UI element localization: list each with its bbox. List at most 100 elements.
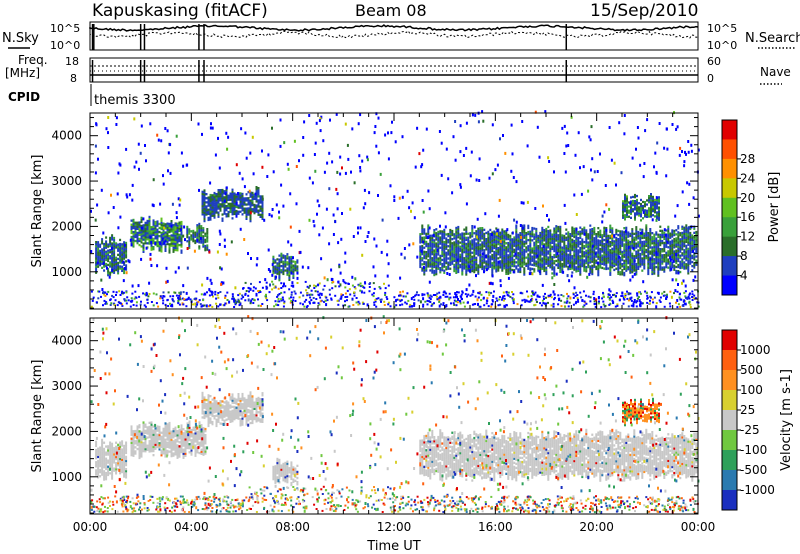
range-cell — [591, 272, 594, 276]
range-cell — [537, 267, 540, 270]
range-cell — [105, 262, 108, 266]
range-cell — [515, 236, 518, 239]
near-range-cell — [162, 302, 165, 305]
range-cell — [653, 241, 656, 245]
range-cell — [192, 237, 195, 241]
range-cell — [469, 252, 472, 255]
near-range-cell — [491, 300, 494, 303]
range-cell — [221, 201, 224, 204]
range-cell — [549, 249, 552, 253]
range-cell — [677, 257, 680, 261]
range-cell — [439, 242, 442, 245]
range-cell — [531, 267, 534, 271]
range-cell — [665, 262, 668, 265]
range-cell — [111, 234, 114, 237]
range-cell — [144, 229, 147, 233]
range-cell — [647, 266, 650, 269]
range-cell — [150, 232, 153, 235]
range-cell — [501, 238, 504, 241]
range-cell — [657, 264, 660, 267]
range-cell — [599, 264, 602, 267]
range-cell — [627, 249, 630, 253]
near-range-cell — [179, 298, 182, 301]
range-cell — [245, 217, 248, 220]
range-cell — [251, 199, 254, 203]
range-cell — [507, 254, 510, 257]
scatter-cell — [177, 299, 180, 303]
range-cell — [517, 233, 520, 236]
scatter-cell — [422, 297, 425, 301]
scatter-cell — [142, 217, 145, 221]
range-cell — [483, 267, 486, 270]
scatter-cell — [676, 299, 679, 302]
range-cell — [429, 236, 432, 239]
range-cell — [237, 212, 240, 215]
range-cell — [463, 257, 466, 260]
near-range-cell — [140, 300, 142, 303]
range-cell — [217, 197, 220, 200]
range-cell — [423, 242, 426, 245]
scatter-cell — [403, 247, 406, 250]
range-cell — [621, 242, 624, 245]
range-cell — [519, 240, 522, 243]
range-cell — [665, 253, 668, 257]
scatter-cell — [632, 302, 635, 306]
range-cell — [515, 265, 518, 268]
range-cell — [138, 239, 141, 243]
range-cell — [97, 249, 100, 252]
range-cell — [443, 261, 446, 264]
range-cell — [421, 224, 424, 227]
range-cell — [573, 227, 576, 230]
scatter-cell — [623, 132, 626, 136]
range-cell — [687, 237, 690, 240]
range-cell — [206, 236, 209, 239]
near-range-cell — [224, 294, 227, 297]
range-cell — [495, 255, 498, 259]
range-cell — [499, 256, 502, 259]
range-cell — [192, 233, 195, 237]
range-cell — [573, 239, 576, 243]
range-cell — [533, 264, 536, 267]
range-cell — [213, 198, 216, 201]
range-cell — [152, 223, 155, 226]
scatter-cell — [225, 252, 228, 256]
range-cell — [569, 247, 572, 250]
range-cell — [545, 248, 548, 251]
range-cell — [429, 251, 432, 254]
scatter-cell — [331, 278, 334, 281]
range-cell — [563, 261, 566, 264]
range-cell — [597, 245, 600, 248]
range-cell — [451, 231, 454, 235]
range-cell — [519, 260, 522, 263]
range-cell — [140, 218, 143, 221]
range-cell — [626, 215, 628, 218]
near-range-cell — [326, 299, 329, 302]
range-cell — [515, 240, 518, 244]
scatter-cell — [177, 197, 180, 201]
range-cell — [467, 248, 470, 252]
scatter-cell — [359, 169, 362, 173]
range-cell — [107, 270, 110, 273]
range-cell — [673, 242, 676, 245]
near-range-cell — [435, 295, 438, 298]
range-cell — [671, 264, 674, 267]
range-cell — [119, 251, 122, 254]
range-cell — [557, 250, 560, 253]
scatter-cell — [507, 276, 510, 280]
range-cell — [178, 244, 181, 247]
near-range-cell — [167, 291, 170, 294]
scatter-cell — [226, 147, 229, 151]
range-cell — [521, 255, 524, 258]
range-cell — [613, 250, 616, 253]
range-cell — [225, 190, 228, 193]
range-cell — [245, 203, 248, 206]
range-cell — [677, 263, 680, 267]
range-cell — [685, 224, 688, 227]
range-cell — [513, 236, 516, 239]
range-cell — [681, 244, 684, 247]
scatter-cell — [570, 115, 573, 119]
scatter-cell — [254, 192, 257, 196]
scatter-cell — [476, 298, 479, 302]
range-cell — [168, 251, 171, 254]
scatter-cell — [622, 296, 625, 300]
